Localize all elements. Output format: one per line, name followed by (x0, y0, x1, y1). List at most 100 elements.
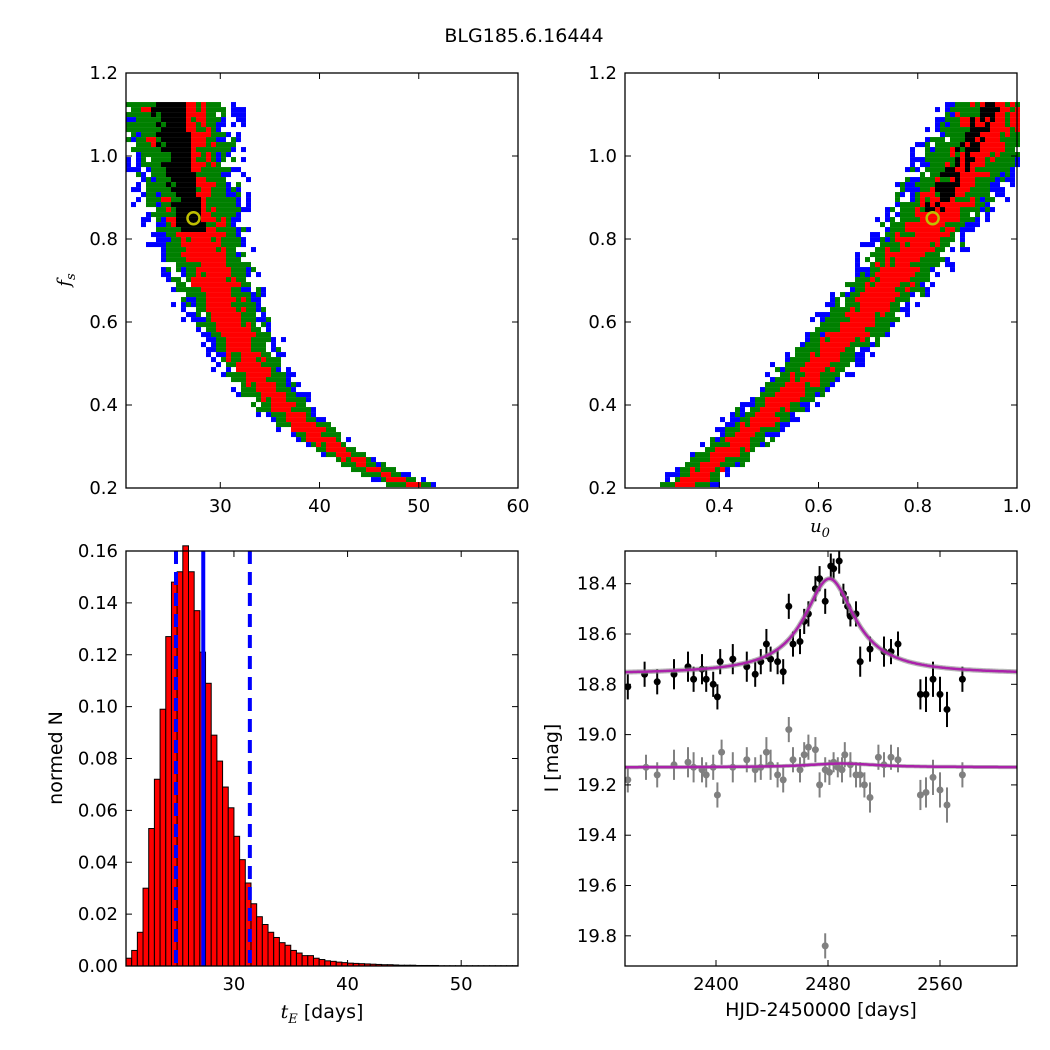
heatmap-cell (196, 182, 201, 188)
heatmap-cell (950, 157, 955, 163)
heatmap-cell (221, 342, 226, 348)
heatmap-cell (980, 102, 985, 108)
heatmap-cell (246, 317, 251, 323)
heatmap-cell (980, 112, 985, 118)
heatmap-cell (790, 382, 795, 388)
heatmap-cell (221, 317, 226, 323)
heatmap-cell (166, 152, 171, 158)
heatmap-cell (805, 362, 810, 368)
heatmap-cell (750, 437, 755, 443)
heatmap-cell (171, 157, 176, 163)
heatmap-cell (221, 322, 226, 328)
heatmap-cell (246, 392, 251, 398)
heatmap-cell (261, 362, 266, 368)
heatmap-cell (850, 352, 855, 358)
heatmap-cell (226, 347, 231, 353)
heatmap-cell (725, 462, 730, 468)
heatmap-cell (231, 167, 236, 173)
heatmap-cell (181, 227, 186, 233)
heatmap-cell (181, 197, 186, 203)
heatmap-cell (231, 272, 236, 278)
heatmap-cell (221, 167, 226, 173)
heatmap-cell (411, 482, 416, 488)
heatmap-cell (421, 477, 426, 483)
heatmap-cell (800, 402, 805, 408)
heatmap-cell (865, 317, 870, 323)
heatmap-cell (236, 367, 241, 373)
heatmap-cell (915, 272, 920, 278)
heatmap-cell (246, 302, 251, 308)
heatmap-cell (211, 112, 216, 118)
heatmap-cell (825, 302, 830, 308)
heatmap-cell (136, 137, 141, 143)
heatmap-cell (925, 157, 930, 163)
heatmap-cell (785, 412, 790, 418)
heatmap-cell (955, 187, 960, 193)
heatmap-cell (925, 137, 930, 143)
heatmap-cell (206, 287, 211, 293)
heatmap-cell (221, 187, 226, 193)
heatmap-cell (965, 107, 970, 113)
heatmap-cell (905, 307, 910, 313)
heatmap-cell (326, 447, 331, 453)
heatmap-cell (860, 322, 865, 328)
heatmap-cell (900, 282, 905, 288)
heatmap-cell (985, 172, 990, 178)
heatmap-cell (156, 117, 161, 123)
heatmap-cell (915, 142, 920, 148)
heatmap-cell (885, 317, 890, 323)
heatmap-cell (176, 162, 181, 168)
heatmap-cell (261, 292, 266, 298)
heatmap-cell (870, 237, 875, 243)
heatmap-cell (226, 337, 231, 343)
heatmap-cell (990, 142, 995, 148)
heatmap-cell (890, 292, 895, 298)
heatmap-cell (800, 382, 805, 388)
heatmap-cell (201, 142, 206, 148)
heatmap-cell (181, 232, 186, 238)
heatmap-cell (166, 177, 171, 183)
heatmap-cell (161, 122, 166, 128)
heatmap-cell (221, 302, 226, 308)
heatmap-cell (975, 187, 980, 193)
heatmap-cell (171, 167, 176, 173)
heatmap-cell (291, 402, 296, 408)
heatmap-cell (765, 397, 770, 403)
heatmap-cell (321, 422, 326, 428)
heatmap-cell (855, 317, 860, 323)
heatmap-cell (835, 312, 840, 318)
heatmap-cell (960, 132, 965, 138)
heatmap-cell (830, 297, 835, 303)
heatmap-cell (800, 342, 805, 348)
heatmap-cell (286, 417, 291, 423)
heatmap-cell (171, 112, 176, 118)
heatmap-cell (940, 257, 945, 263)
heatmap-cell (755, 427, 760, 433)
heatmap-cell (790, 367, 795, 373)
heatmap-cell (685, 472, 690, 478)
heatmap-cell (925, 232, 930, 238)
heatmap-cell (236, 137, 241, 143)
heatmap-cell (391, 467, 396, 473)
data-point (779, 668, 787, 676)
heatmap-cell (730, 452, 735, 458)
heatmap-cell (665, 482, 670, 488)
heatmap-cell (126, 167, 131, 173)
heatmap-cell (176, 287, 181, 293)
heatmap-cell (990, 127, 995, 133)
heatmap-cell (895, 182, 900, 188)
heatmap-cell (955, 147, 960, 153)
heatmap-cell (700, 482, 705, 488)
heatmap-cell (860, 312, 865, 318)
data-point (702, 771, 710, 779)
heatmap-cell (196, 117, 201, 123)
heatmap-cell (990, 162, 995, 168)
heatmap-cell (910, 292, 915, 298)
heatmap-cell (196, 132, 201, 138)
heatmap-cell (226, 267, 231, 273)
heatmap-cell (845, 327, 850, 333)
heatmap-cell (770, 407, 775, 413)
heatmap-cell (196, 102, 201, 108)
heatmap-cell (1010, 102, 1015, 108)
histogram-bar (307, 955, 314, 967)
